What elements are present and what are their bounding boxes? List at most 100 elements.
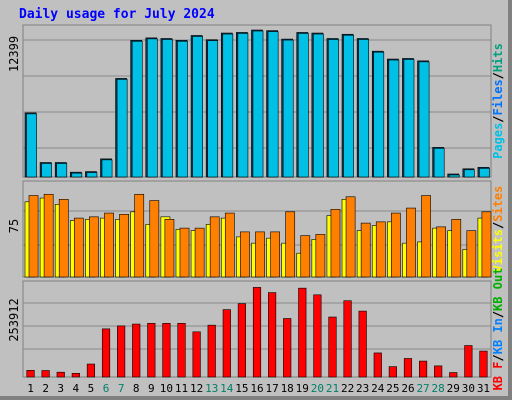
bar-kbf-2: [41, 370, 50, 378]
ytick-visits-sites: 75: [7, 219, 21, 233]
xtick-day-23: 23: [356, 382, 369, 395]
bar-sites-14: [224, 212, 235, 278]
bar-sites-21: [330, 209, 341, 278]
xtick-day-13: 13: [205, 382, 218, 395]
xtick-day-17: 17: [265, 382, 278, 395]
xtick-day-19: 19: [296, 382, 309, 395]
bar-kbf-13: [207, 324, 216, 378]
bar-pages-26: [403, 59, 415, 178]
legend-item: Visits: [491, 229, 505, 272]
xtick-day-12: 12: [190, 382, 203, 395]
bar-kbf-27: [418, 360, 428, 378]
legend-kbytes: KB F/KB In/KB Out: [491, 268, 505, 391]
bar-sites-31: [481, 211, 492, 278]
xtick-day-8: 8: [133, 382, 140, 395]
bar-sites-9: [149, 200, 160, 278]
bar-kbf-21: [328, 316, 337, 378]
legend-item: KB F: [491, 362, 505, 391]
bar-kbf-6: [101, 328, 111, 378]
bar-kbf-5: [86, 363, 96, 378]
bar-pages-9: [146, 38, 158, 178]
xtick-day-27: 27: [416, 382, 429, 395]
xtick-day-10: 10: [160, 382, 173, 395]
bar-sites-12: [194, 227, 205, 278]
legend-item: /: [491, 354, 505, 361]
xtick-day-2: 2: [42, 382, 49, 395]
xtick-day-30: 30: [462, 382, 475, 395]
bar-sites-13: [209, 216, 220, 278]
bar-kbf-18: [283, 318, 292, 378]
bar-sites-7: [119, 214, 129, 278]
bar-pages-8: [131, 40, 143, 178]
bar-kbf-7: [117, 325, 126, 378]
legend-item: Hits: [491, 43, 505, 72]
legend-item: /: [491, 72, 505, 79]
xtick-day-25: 25: [386, 382, 399, 395]
bar-sites-17: [270, 231, 280, 278]
bar-pages-24: [373, 51, 385, 178]
bar-kbf-17: [268, 292, 277, 378]
bar-pages-13: [207, 40, 219, 178]
bar-pages-29: [448, 174, 460, 178]
bar-sites-30: [466, 230, 477, 278]
xtick-day-9: 9: [148, 382, 155, 395]
bar-pages-28: [433, 148, 445, 178]
xtick-day-5: 5: [88, 382, 95, 395]
bar-sites-24: [375, 221, 386, 278]
bar-pages-10: [162, 39, 173, 178]
bar-kbf-9: [147, 323, 156, 378]
bar-sites-29: [451, 219, 462, 278]
legend-item: /: [491, 222, 505, 229]
bar-sites-4: [73, 217, 84, 278]
bar-pages-7: [116, 79, 128, 178]
bar-kbf-28: [434, 365, 443, 378]
xtick-day-1: 1: [27, 382, 34, 395]
bar-kbf-14: [222, 309, 231, 378]
xtick-day-21: 21: [326, 382, 339, 395]
bar-sites-27: [421, 195, 431, 278]
xtick-day-18: 18: [281, 382, 294, 395]
bar-kbf-29: [449, 372, 458, 378]
bar-pages-6: [101, 159, 113, 178]
bar-pages-14: [222, 33, 234, 178]
chart-title: Daily usage for July 2024: [19, 7, 215, 22]
bar-sites-2: [43, 193, 54, 278]
bar-kbf-25: [388, 366, 397, 378]
bar-kbf-12: [192, 331, 201, 378]
bar-sites-22: [345, 196, 356, 278]
xtick-day-11: 11: [175, 382, 188, 395]
bar-kbf-10: [162, 323, 171, 378]
bar-pages-16: [252, 30, 264, 178]
bar-pages-31: [479, 168, 490, 178]
legend-item: Files: [491, 79, 505, 115]
xtick-day-3: 3: [57, 382, 64, 395]
xtick-day-14: 14: [220, 382, 234, 395]
bar-kbf-1: [26, 370, 35, 378]
bar-kbf-22: [343, 300, 352, 378]
bar-pages-27: [418, 61, 430, 178]
legend-item: KB In: [491, 318, 505, 354]
bar-sites-6: [104, 212, 114, 278]
bar-pages-21: [328, 39, 339, 178]
bar-kbf-26: [403, 358, 413, 378]
bar-sites-11: [179, 227, 190, 278]
bar-pages-5: [86, 172, 98, 178]
xtick-day-4: 4: [73, 382, 80, 395]
legend-item: /: [491, 311, 505, 318]
bar-kbf-23: [358, 310, 367, 378]
ytick-hits-pages: 12399: [7, 36, 21, 72]
bar-sites-10: [164, 219, 175, 278]
legend-item: Pages: [491, 123, 505, 159]
bar-sites-20: [315, 234, 326, 278]
bar-sites-23: [360, 222, 371, 278]
bar-sites-28: [436, 226, 447, 278]
bar-pages-2: [41, 163, 52, 178]
bar-kbf-19: [298, 287, 307, 378]
xtick-day-31: 31: [477, 382, 490, 395]
xtick-day-22: 22: [341, 382, 354, 395]
bar-sites-5: [89, 216, 99, 278]
legend-item: KB Out: [491, 268, 505, 311]
bar-pages-11: [177, 40, 188, 178]
bar-pages-19: [297, 33, 309, 178]
